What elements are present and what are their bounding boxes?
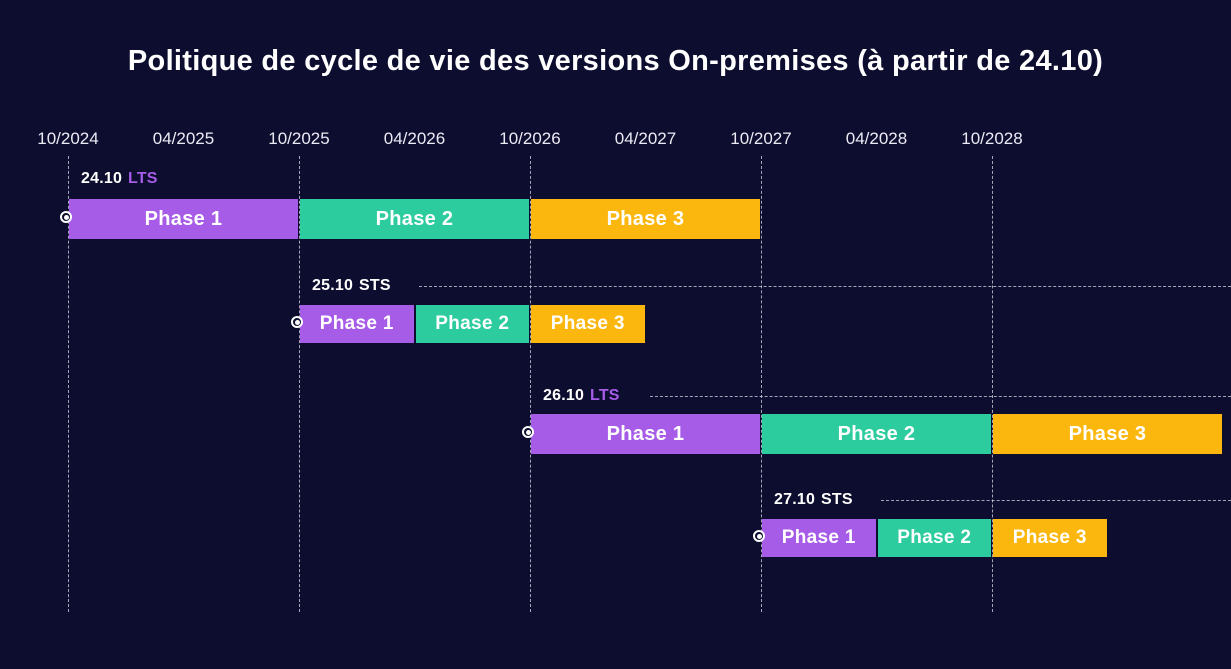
phase-bar: Phase 3 [993, 519, 1107, 557]
release-row-label: 27.10 STS [774, 491, 853, 509]
timeline-gridline [761, 156, 762, 612]
phase-bar: Phase 3 [531, 199, 760, 239]
axis-tick-label: 10/2026 [499, 129, 561, 148]
release-row-label: 26.10 LTS [543, 387, 620, 405]
release-start-marker [60, 211, 72, 223]
phase-bar: Phase 1 [762, 519, 876, 557]
phase-bar: Phase 1 [300, 305, 414, 343]
axis-tick-label: 10/2025 [268, 129, 330, 148]
release-row-label: 24.10 LTS [81, 170, 158, 188]
release-start-marker [291, 316, 303, 328]
label-connector-line [650, 396, 1231, 397]
release-version: 24.10 [81, 170, 123, 187]
release-channel-badge: STS [359, 277, 391, 294]
release-channel-badge: STS [821, 491, 853, 508]
timeline-gridline [530, 156, 531, 612]
release-version: 27.10 [774, 491, 816, 508]
label-connector-line [419, 286, 1231, 287]
phase-bar: Phase 2 [300, 199, 529, 239]
axis-tick-label: 04/2028 [845, 129, 908, 148]
axis-tick-label: 04/2026 [383, 129, 446, 148]
timeline-gridline [68, 156, 69, 612]
timeline-gridline [299, 156, 300, 612]
release-channel-badge: LTS [128, 170, 158, 187]
phase-bar: Phase 2 [415, 305, 529, 343]
chart-title: Politique de cycle de vie des versions O… [127, 45, 1104, 77]
phase-bar: Phase 2 [877, 519, 991, 557]
phase-bar: Phase 2 [762, 414, 991, 454]
axis-tick-label: 10/2024 [37, 129, 99, 148]
release-channel-badge: LTS [590, 387, 620, 404]
release-version: 25.10 [312, 277, 354, 294]
phase-bar: Phase 3 [531, 305, 645, 343]
release-start-marker [753, 530, 765, 542]
release-version: 26.10 [543, 387, 585, 404]
axis-tick-label: 04/2025 [152, 129, 215, 148]
release-start-marker [522, 426, 534, 438]
label-connector-line [881, 500, 1231, 501]
phase-bar: Phase 1 [69, 199, 298, 239]
phase-bar: Phase 3 [993, 414, 1222, 454]
phase-bar: Phase 1 [531, 414, 760, 454]
release-row-label: 25.10 STS [312, 277, 391, 295]
axis-tick-label: 10/2028 [961, 129, 1023, 148]
timeline-gridline [992, 156, 993, 612]
axis-tick-label: 04/2027 [614, 129, 677, 148]
axis-tick-label: 10/2027 [730, 129, 792, 148]
